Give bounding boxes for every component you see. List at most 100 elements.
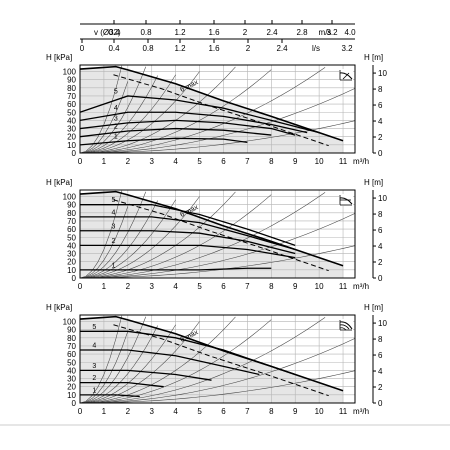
system-curve: [79, 331, 129, 404]
y-right-axis-label: H [m]: [364, 178, 383, 187]
x-tick-label: 5: [197, 157, 202, 166]
y-right-tick-label: 2: [378, 383, 383, 392]
x-tick-label: 2: [126, 157, 131, 166]
series-curve-5: [80, 330, 296, 376]
velocity-tick-label: 0.4: [108, 28, 120, 37]
system-curve: [79, 325, 158, 404]
x-tick-label: 8: [269, 407, 274, 416]
curve-label-3: 3: [112, 223, 116, 230]
curve-label-1: 1: [92, 387, 96, 394]
curve-label-3: 3: [92, 363, 96, 370]
series-curve-2: [79, 127, 272, 138]
series-curve-2: [80, 381, 164, 388]
velocity-end-label: 4.0: [344, 28, 356, 37]
system-curve: [79, 194, 272, 279]
y-left-tick-label: 60: [67, 350, 76, 359]
x-tick-label: 9: [293, 157, 298, 166]
system-curve: [79, 316, 147, 404]
y-left-tick-label: 40: [67, 366, 76, 375]
curve-label-4: 4: [92, 343, 96, 350]
system-curve: [79, 370, 356, 404]
x-tick-label: 5: [197, 282, 202, 291]
y-left-tick-label: 30: [67, 125, 76, 134]
mode-icon-pump-curves-constant-pressure: [339, 194, 353, 206]
x-tick-label: 0: [78, 282, 83, 291]
series-curve-6-max: [79, 315, 344, 392]
y-left-tick-label: 0: [72, 399, 77, 408]
system-curve: [79, 65, 123, 154]
series-curve-1: [80, 267, 272, 271]
system-curve: [79, 71, 200, 154]
y-right-tick-label: 10: [378, 194, 387, 203]
flow-ls-tick-label: 0: [80, 44, 85, 53]
system-curve: [79, 69, 272, 154]
y-right-tick-label: 6: [378, 101, 383, 110]
y-left-tick-label: 80: [67, 84, 76, 93]
x-tick-label: 9: [293, 407, 298, 416]
x-tick-label: 10: [315, 407, 324, 416]
y-left-tick-label: 10: [67, 391, 76, 400]
x-tick-label: 1: [102, 407, 107, 416]
y-left-tick-label: 80: [67, 334, 76, 343]
plot-frame: [79, 64, 356, 154]
system-curve: [79, 245, 356, 279]
curve-label-2: 2: [92, 375, 96, 382]
series-curve-6-max: [79, 65, 344, 142]
y-left-tick-label: 70: [67, 217, 76, 226]
system-curve: [79, 75, 158, 154]
flow-ls-tick-label: 0.8: [142, 44, 154, 53]
curve-label-5: 5: [92, 324, 96, 331]
curve-label-5: 5: [112, 197, 116, 204]
x-tick-label: 2: [126, 282, 131, 291]
y-left-tick-label: 30: [67, 250, 76, 259]
x-tick-label: 10: [315, 157, 324, 166]
x-axis-label: m³/h: [353, 282, 369, 291]
series-curve-4: [80, 216, 296, 251]
x-tick-label: 9: [293, 282, 298, 291]
curve-label-4: 4: [114, 105, 118, 112]
system-curve: [79, 192, 326, 279]
y-right-tick-label: 8: [378, 335, 383, 344]
velocity-tick-label: 2.8: [296, 28, 308, 37]
y-left-tick-label: 10: [67, 141, 76, 150]
series-curve-6-max: [79, 190, 344, 267]
y-left-tick-label: 10: [67, 266, 76, 275]
system-curve: [79, 196, 200, 279]
y-left-tick-label: 70: [67, 92, 76, 101]
velocity-tick-label: 2.4: [266, 28, 278, 37]
x-tick-label: 7: [245, 157, 250, 166]
operating-area: [80, 316, 344, 403]
y-left-tick-label: 70: [67, 342, 76, 351]
velocity-tick-label: 2: [243, 28, 248, 37]
y-right-axis-label: H [m]: [364, 53, 383, 62]
velocity-tick-label: 1.6: [208, 28, 220, 37]
y-right-tick-label: 0: [378, 399, 383, 408]
y-right-tick-label: 0: [378, 274, 383, 283]
y-left-tick-label: 100: [63, 68, 77, 77]
velocity-tick-label: 0.8: [140, 28, 152, 37]
series-curve-4: [80, 349, 260, 376]
series-curve-2: [80, 244, 296, 259]
x-tick-label: 3: [150, 157, 155, 166]
y-left-tick-label: 20: [67, 133, 76, 142]
y-left-tick-label: 50: [67, 233, 76, 242]
curve-label-1: 1: [112, 262, 116, 269]
y-right-tick-label: 4: [378, 117, 383, 126]
y-left-axis-label: H [kPa]: [46, 53, 72, 62]
system-curve: [79, 324, 176, 404]
velocity-tick-label: 3.2: [326, 28, 338, 37]
system-curve: [79, 206, 129, 279]
flow-ls-tick-label: 0.4: [108, 44, 120, 53]
x-tick-label: 11: [339, 407, 348, 416]
system-curve: [79, 66, 147, 154]
flow-ls-end-label: 3.2: [341, 44, 353, 53]
x-tick-label: 7: [245, 407, 250, 416]
x-tick-label: 3: [150, 282, 155, 291]
x-tick-label: 4: [173, 282, 178, 291]
x-tick-label: 10: [315, 282, 324, 291]
x-tick-label: 0: [78, 157, 83, 166]
x-tick-label: 1: [102, 157, 107, 166]
x-tick-label: 4: [173, 407, 178, 416]
